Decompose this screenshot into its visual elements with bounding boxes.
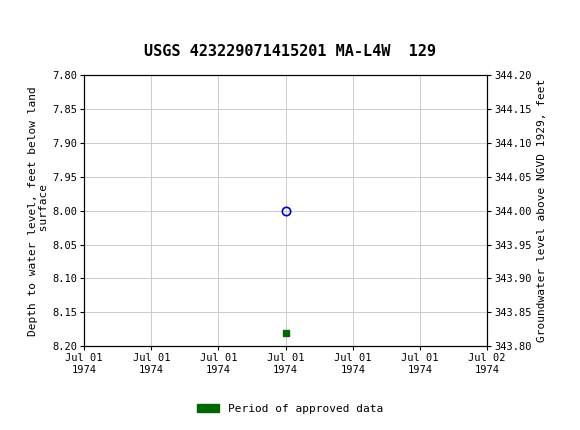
Legend: Period of approved data: Period of approved data: [193, 399, 387, 418]
Text: USGS: USGS: [48, 9, 103, 27]
Text: USGS 423229071415201 MA-L4W  129: USGS 423229071415201 MA-L4W 129: [144, 44, 436, 59]
Y-axis label: Depth to water level, feet below land
 surface: Depth to water level, feet below land su…: [28, 86, 49, 335]
Y-axis label: Groundwater level above NGVD 1929, feet: Groundwater level above NGVD 1929, feet: [537, 79, 547, 342]
Bar: [3, 3, 45, 34]
